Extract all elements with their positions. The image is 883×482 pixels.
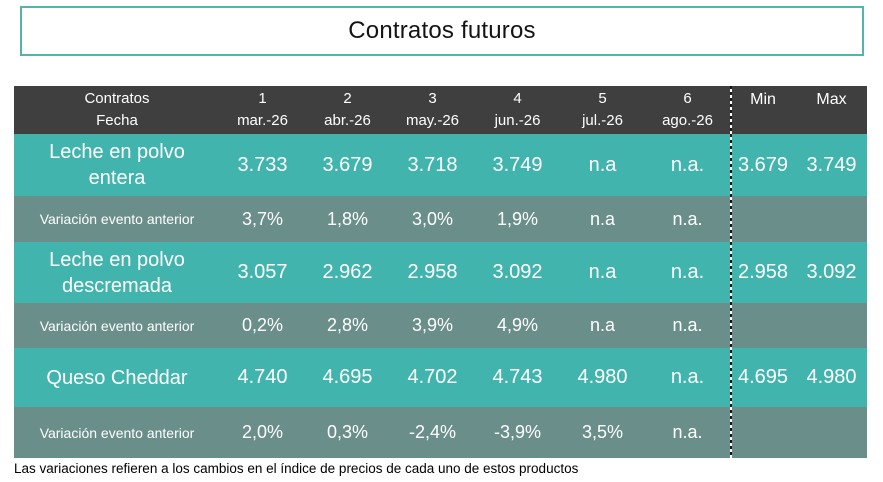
column-header-5: 5 jul.-26: [582, 90, 623, 129]
contract-value: n.a: [588, 153, 617, 176]
max-header: Max: [816, 91, 847, 108]
contract-value: n.a.: [670, 153, 705, 176]
table-row-product-3: Queso Cheddar 4.740 4.695 4.702 4.743 4.…: [14, 348, 867, 407]
table-row-product-1: Leche en polvo entera 3.733 3.679 3.718 …: [14, 134, 867, 196]
corner-header-line2: Fecha: [96, 112, 138, 129]
contract-value: 4.702: [407, 366, 458, 388]
variation-value: n.a.: [672, 315, 703, 335]
contract-value: n.a.: [670, 366, 705, 388]
column-header-2: 2 abr.-26: [324, 90, 371, 129]
max-value: 3.092: [806, 261, 857, 283]
variation-value: 2,0%: [241, 422, 284, 442]
contract-value: 4.743: [492, 366, 543, 388]
variation-value: 2,8%: [326, 315, 369, 335]
variation-value: 3,7%: [241, 208, 284, 229]
variation-value: 4,9%: [496, 315, 539, 335]
max-value: 3.749: [806, 153, 857, 176]
contract-value: 3.679: [322, 153, 373, 176]
min-value: 2.958: [737, 261, 789, 283]
title-box: Contratos futuros: [20, 6, 864, 56]
table-row-variation-3: Variación evento anterior 2,0% 0,3% -2,4…: [14, 407, 867, 458]
min-header: Min: [750, 91, 776, 108]
contract-value: 3.749: [492, 153, 543, 176]
contract-value: 3.733: [237, 153, 288, 176]
variation-value: 3,5%: [581, 422, 624, 442]
contract-value: 2.962: [322, 261, 373, 283]
contract-value: n.a: [588, 261, 617, 283]
variation-value: 3,9%: [411, 315, 454, 335]
page-title: Contratos futuros: [348, 17, 536, 44]
variation-value: 1,9%: [496, 208, 539, 229]
table-row-variation-1: Variación evento anterior 3,7% 1,8% 3,0%…: [14, 196, 867, 242]
column-header-4: 4 jun.-26: [494, 90, 541, 129]
contract-value: n.a.: [670, 261, 705, 283]
variation-value: 0,2%: [241, 315, 284, 335]
contract-value: 4.740: [237, 366, 288, 388]
futures-table: Contratos Fecha 1 mar.-26 2 abr.-26 3 ma…: [14, 86, 867, 458]
variation-value: n.a.: [672, 208, 703, 229]
variation-value: 1,8%: [326, 208, 369, 229]
variation-value: n.a: [589, 315, 616, 335]
corner-header: Contratos Fecha: [14, 86, 220, 134]
product-name: Queso Cheddar: [46, 366, 188, 389]
contract-value: 4.695: [322, 366, 373, 388]
empty-minmax-cell: [730, 407, 867, 458]
contract-value: 3.057: [237, 261, 288, 283]
variation-value: n.a.: [672, 422, 703, 442]
contract-value: 4.980: [577, 366, 628, 388]
product-name: Leche en polvo entera: [49, 141, 185, 189]
variation-value: n.a: [589, 208, 616, 229]
variation-value: -2,4%: [408, 422, 457, 442]
variation-label: Variación evento anterior: [39, 424, 195, 441]
contract-value: 3.092: [492, 261, 543, 283]
contract-value: 2.958: [407, 261, 458, 283]
table-row-variation-2: Variación evento anterior 0,2% 2,8% 3,9%…: [14, 303, 867, 348]
column-header-6: 6 ago.-26: [662, 90, 713, 129]
table-row-product-2: Leche en polvo descremada 3.057 2.962 2.…: [14, 242, 867, 303]
column-header-3: 3 may.-26: [405, 90, 460, 129]
variation-label: Variación evento anterior: [39, 317, 195, 334]
max-value: 4.980: [806, 366, 857, 388]
variation-label: Variación evento anterior: [39, 211, 195, 227]
empty-minmax-cell: [730, 303, 867, 348]
product-name: Leche en polvo descremada: [49, 248, 185, 297]
corner-header-line1: Contratos: [84, 90, 150, 107]
min-value: 3.679: [737, 153, 789, 176]
variation-value: 0,3%: [326, 422, 369, 442]
variation-value: 3,0%: [411, 208, 454, 229]
table-header: Contratos Fecha 1 mar.-26 2 abr.-26 3 ma…: [14, 86, 867, 134]
empty-minmax-cell: [730, 196, 867, 242]
min-value: 4.695: [737, 366, 789, 388]
column-header-1: 1 mar.-26: [237, 90, 288, 129]
footnote: Las variaciones refieren a los cambios e…: [14, 461, 579, 476]
variation-value: -3,9%: [493, 422, 542, 442]
contract-value: 3.718: [407, 153, 458, 176]
